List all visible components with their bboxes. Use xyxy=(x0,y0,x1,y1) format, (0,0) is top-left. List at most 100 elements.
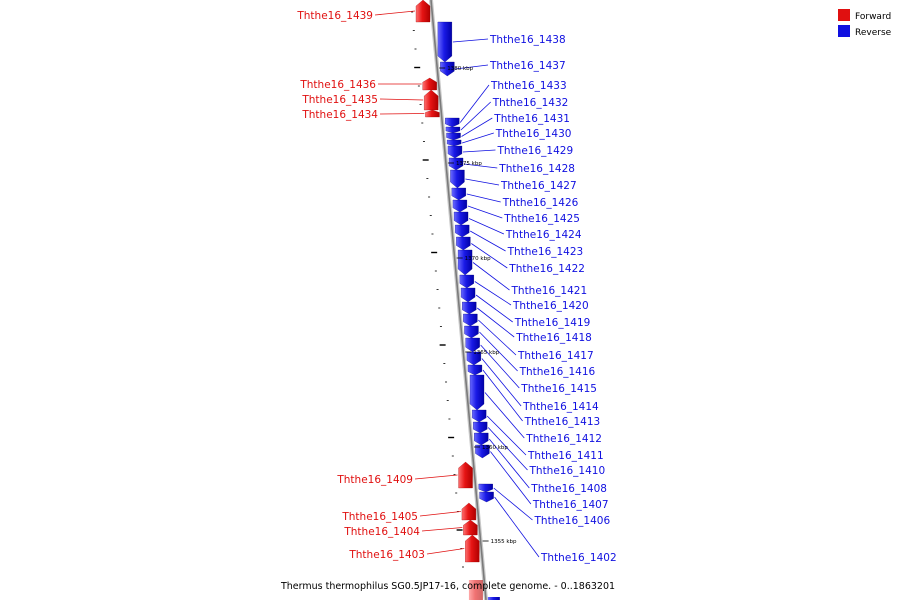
forward-gene-arrow[interactable] xyxy=(463,519,478,536)
reverse-gene-leader xyxy=(465,178,500,186)
forward-gene-label[interactable]: Ththe16_1405 xyxy=(341,511,418,523)
reverse-gene-arrow[interactable] xyxy=(453,211,469,226)
kbp-label: 1360 kbp xyxy=(482,445,508,451)
reverse-gene-label[interactable]: Ththe16_1432 xyxy=(492,97,569,109)
reverse-gene-label[interactable]: Ththe16_1428 xyxy=(498,163,575,175)
reverse-gene-arrow[interactable] xyxy=(459,274,474,289)
reverse-gene-arrow[interactable] xyxy=(464,325,479,339)
forward-gene-label[interactable]: Ththe16_1435 xyxy=(301,94,378,106)
reverse-gene-arrow[interactable] xyxy=(445,126,461,134)
reverse-gene-arrow[interactable] xyxy=(440,61,455,77)
forward-gene-label[interactable]: Ththe16_1404 xyxy=(343,526,420,538)
forward-gene-arrow[interactable] xyxy=(422,77,437,91)
reverse-gene-label[interactable]: Ththe16_1412 xyxy=(525,433,602,445)
reverse-gene-label[interactable]: Ththe16_1431 xyxy=(493,113,570,125)
forward-gene-leader xyxy=(414,474,458,480)
forward-gene-arrow[interactable] xyxy=(424,89,439,111)
reverse-gene-label[interactable]: Ththe16_1417 xyxy=(517,350,594,362)
reverse-gene-arrow[interactable] xyxy=(479,491,494,503)
reverse-gene-arrow[interactable] xyxy=(448,157,464,171)
forward-gene-arrow[interactable] xyxy=(425,109,440,118)
reverse-gene-label[interactable]: Ththe16_1429 xyxy=(497,145,574,157)
reverse-gene-leader xyxy=(486,415,527,456)
reverse-gene-leader xyxy=(474,281,512,306)
legend: Forward Reverse xyxy=(838,9,892,38)
reverse-gene-label[interactable]: Ththe16_1437 xyxy=(489,60,566,72)
reverse-gene-label[interactable]: Ththe16_1427 xyxy=(500,180,577,192)
reverse-gene-arrow[interactable] xyxy=(457,249,473,276)
reverse-gene-label[interactable]: Ththe16_1414 xyxy=(522,401,599,413)
reverse-gene-arrow[interactable] xyxy=(447,145,463,159)
reverse-gene-leader xyxy=(466,193,501,203)
kbp-label: 1380 kbp xyxy=(447,66,473,72)
reverse-gene-arrow[interactable] xyxy=(471,409,487,423)
kbp-label: 1365 kbp xyxy=(473,350,499,356)
reverse-gene-arrow[interactable] xyxy=(462,301,477,315)
forward-gene-label[interactable]: Ththe16_1409 xyxy=(336,474,413,486)
reverse-gene-arrow[interactable] xyxy=(451,187,466,201)
forward-gene-label[interactable]: Ththe16_1439 xyxy=(296,10,373,22)
reverse-gene-arrow[interactable] xyxy=(460,287,476,303)
reverse-gene-label[interactable]: Ththe16_1413 xyxy=(524,416,601,428)
reverse-gene-leader xyxy=(461,132,494,144)
forward-gene-label[interactable]: Ththe16_1434 xyxy=(301,109,378,121)
reverse-gene-arrow[interactable] xyxy=(446,132,461,141)
reverse-gene-label[interactable]: Ththe16_1422 xyxy=(508,263,585,275)
reverse-gene-label[interactable]: Ththe16_1410 xyxy=(529,465,606,477)
reverse-gene-arrow[interactable] xyxy=(456,236,471,251)
reverse-gene-label[interactable]: Ththe16_1425 xyxy=(503,213,580,225)
reverse-gene-label[interactable]: Ththe16_1433 xyxy=(490,80,567,92)
reverse-gene-arrow[interactable] xyxy=(473,421,488,434)
reverse-gene-leader xyxy=(460,101,491,131)
reverse-gene-arrow[interactable] xyxy=(478,483,493,493)
reverse-gene-label[interactable]: Ththe16_1407 xyxy=(532,499,609,511)
forward-gene-arrow[interactable] xyxy=(458,461,473,489)
reverse-gene-arrow[interactable] xyxy=(450,169,465,189)
reverse-gene-label[interactable]: Ththe16_1430 xyxy=(495,128,572,140)
forward-gene-arrow[interactable] xyxy=(461,502,477,521)
forward-gene-label[interactable]: Ththe16_1436 xyxy=(299,79,376,91)
reverse-gene-label[interactable]: Ththe16_1423 xyxy=(507,246,584,258)
reverse-gene-arrow[interactable] xyxy=(463,313,478,327)
reverse-gene-arrow[interactable] xyxy=(445,117,460,128)
reverse-gene-label[interactable]: Ththe16_1426 xyxy=(502,197,579,209)
reverse-gene-label[interactable]: Ththe16_1416 xyxy=(519,366,596,378)
reverse-gene-label[interactable]: Ththe16_1420 xyxy=(512,300,589,312)
kbp-marks: 1380 kbp 1375 kbp 1370 kbp 1365 kbp 1360 kbp… xyxy=(439,66,517,545)
reverse-gene-arrow[interactable] xyxy=(455,224,470,238)
reverse-gene-arrow[interactable] xyxy=(446,139,462,147)
reverse-gene-label[interactable]: Ththe16_1406 xyxy=(534,515,611,527)
reverse-gene-label[interactable]: Ththe16_1415 xyxy=(520,383,597,395)
reverse-gene-label[interactable]: Ththe16_1419 xyxy=(514,317,591,329)
reverse-gene-label[interactable]: Ththe16_1402 xyxy=(540,552,617,564)
forward-gene-arrow[interactable] xyxy=(415,0,431,23)
reverse-gene-arrow[interactable] xyxy=(452,199,468,213)
reverse-gene-arrow[interactable] xyxy=(437,21,453,63)
reverse-gene-label[interactable]: Ththe16_1424 xyxy=(505,229,582,241)
reverse-gene-label[interactable]: Ththe16_1438 xyxy=(489,34,566,46)
reverse-gene-arrow[interactable] xyxy=(469,374,485,411)
reverse-gene-leader xyxy=(481,358,522,407)
gene-labels: Ththe16_1439 Ththe16_1436 Ththe16_1435 Thth… xyxy=(296,10,616,564)
reverse-gene-arrow[interactable] xyxy=(465,337,480,353)
reverse-gene-label[interactable]: Ththe16_1411 xyxy=(527,450,604,462)
reverse-gene-leader xyxy=(472,262,510,291)
reverse-gene-leader xyxy=(476,307,515,338)
reverse-gene-arrow[interactable] xyxy=(474,432,489,446)
forward-gene-label[interactable]: Ththe16_1403 xyxy=(348,549,425,561)
reverse-gene-leader xyxy=(488,438,530,489)
reverse-gene-leader xyxy=(484,392,525,439)
reverse-gene-label[interactable]: Ththe16_1421 xyxy=(511,285,588,297)
reverse-gene-arrow[interactable] xyxy=(467,364,483,376)
reverse-gene-arrow[interactable] xyxy=(475,444,490,459)
legend-forward-label: Forward xyxy=(855,12,891,22)
reverse-gene-leader xyxy=(468,218,505,235)
forward-gene-leader xyxy=(426,548,465,555)
kbp-label: 1370 kbp xyxy=(465,256,491,262)
reverse-gene-label[interactable]: Ththe16_1418 xyxy=(515,332,592,344)
forward-gene-arrow[interactable] xyxy=(465,534,480,563)
reverse-gene-arrow[interactable] xyxy=(466,351,482,366)
forward-gene-leader xyxy=(421,527,463,532)
reverse-gene-label[interactable]: Ththe16_1408 xyxy=(530,483,607,495)
